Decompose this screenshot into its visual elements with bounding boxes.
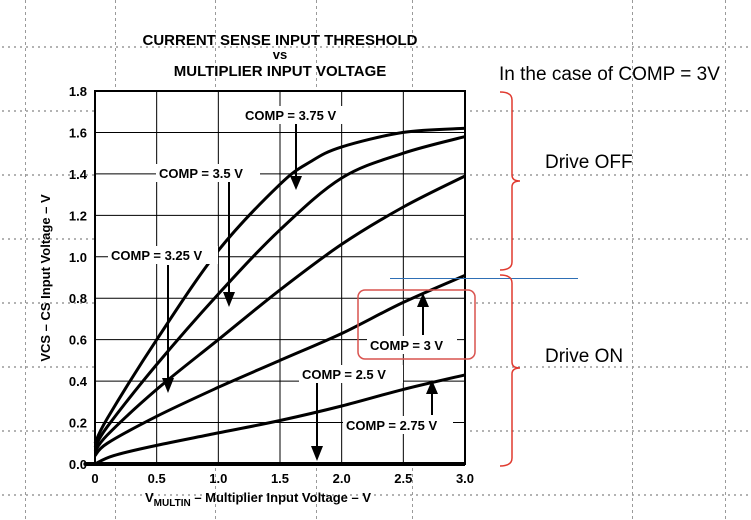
x-tick-label: 0.5 [148,471,166,486]
x-tick-label: 1.0 [209,471,227,486]
y-tick-label: 1.0 [69,250,87,265]
curve-label-35: COMP = 3.5 V [159,166,243,181]
y-tick-label: 0.8 [69,291,87,306]
curve-label-375: COMP = 3.75 V [245,108,336,123]
series-line-2 [93,274,466,457]
case-note: In the case of COMP = 3V [499,64,720,85]
y-tick-label: 0.6 [69,333,87,348]
y-tick-label: 1.4 [69,167,88,182]
x-tick-label: 2.5 [394,471,412,486]
drive-on-label: Drive ON [545,346,624,367]
brace-drive-off [499,91,521,271]
y-tick-label: 0.2 [69,416,87,431]
chart-subtitle: MULTIPLIER INPUT VOLTAGE [173,63,387,80]
brace-drive-on [499,274,521,467]
arrow-35-head [223,292,235,307]
arrow-3-head [417,293,429,307]
arrow-275-head [426,380,438,394]
x-axis-label-sub: MULTIN [154,498,191,509]
label-bg-3 [367,336,457,354]
label-bg-275 [343,416,453,434]
y-tick-label: 1.8 [69,84,87,99]
y-tick-label: 0.0 [69,457,87,472]
x-tick-label: 3.0 [456,471,474,486]
y-tick-label: 1.6 [69,125,87,140]
x-tick-label: 1.5 [271,471,289,486]
y-tick-label: 0.4 [69,374,88,389]
x-axis-label-rest: – Multiplier Input Voltage – V [191,490,372,505]
series-line-1 [94,373,466,466]
curve-label-325: COMP = 3.25 V [111,248,202,263]
chart-title: CURRENT SENSE INPUT THRESHOLD [142,32,418,49]
curve-label-25: COMP = 2.5 V [302,367,386,382]
x-tick-label: 0 [91,471,98,486]
arrow-325-head [162,378,174,393]
x-tick-label: 2.0 [333,471,351,486]
label-bg-325 [108,246,218,264]
x-axis-label-main: V [145,490,154,505]
y-tick-label: 1.2 [69,208,87,223]
label-bg-35 [156,164,260,182]
y-axis-label: VCS – CS Input Voltage – V [38,194,53,362]
arrow-375-head [290,176,302,190]
series-line-5 [93,126,466,444]
curve-label-3: COMP = 3 V [370,338,443,353]
arrow-25-head [311,446,323,461]
label-bg-375 [242,106,352,124]
x-axis-label: VMULTIN – Multiplier Input Voltage – V [145,490,371,509]
drive-off-label: Drive OFF [545,152,633,173]
series-line-4 [93,135,466,449]
label-bg-25 [299,365,403,383]
series-line-3 [93,174,466,453]
highlight-box [357,289,476,360]
chart-title-vs: vs [272,47,288,62]
curve-label-275: COMP = 2.75 V [346,418,437,433]
